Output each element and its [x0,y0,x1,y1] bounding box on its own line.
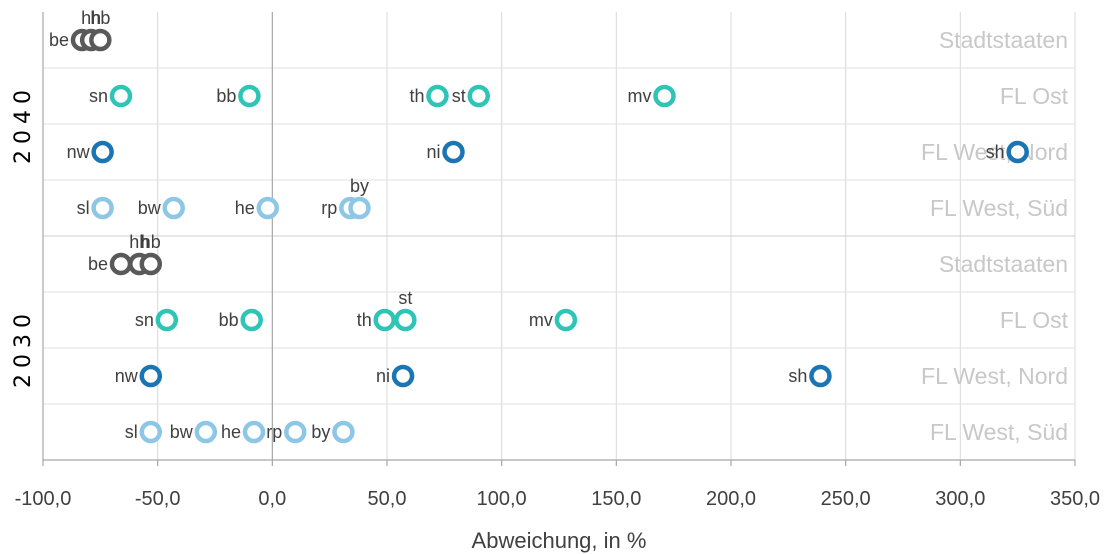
data-label: bw [170,422,194,442]
grid [43,12,1076,460]
data-label: rp [266,422,282,442]
data-point [554,308,578,332]
data-label: st [398,288,412,308]
data-point [284,420,307,444]
year-label: 2030 [11,308,36,388]
data-label: hb [141,232,161,252]
data-point [91,140,114,164]
category-label: Stadtstaaten [939,27,1068,53]
data-label: mv [627,86,651,106]
data-label: rp [321,198,337,218]
x-tick-label: 200,0 [706,488,756,510]
x-tick-label: 0,0 [258,488,286,510]
x-tick-label: 350,0 [1050,488,1100,510]
data-point [442,140,465,164]
category-labels: Stadtstaaten FL Ost FL West, Nord FL West, … [921,27,1069,445]
x-tick-label: 150,0 [591,488,641,510]
data-label: st [452,86,466,106]
data-point [809,364,832,388]
data-label: he [221,422,241,442]
data-label: sl [77,198,90,218]
data-point [89,28,112,52]
category-label: FL Ost [1000,307,1069,333]
data-label: be [88,254,108,274]
category-label: FL West, Süd [930,195,1068,221]
x-tick-labels: -100,0 -50,0 0,0 50,0 100,0 150,0 200,0 250,0 30… [15,488,1100,510]
data-point [238,84,261,108]
data-label: bb [219,310,239,330]
data-point [467,84,490,108]
data-label: by [311,422,330,442]
data-label: nw [67,142,91,162]
data-point [394,308,417,332]
data-label: hb [90,8,110,28]
data-label: mv [529,310,553,330]
data-point [426,84,449,108]
data-label: th [409,86,424,106]
data-point [373,308,396,332]
data-point [109,84,133,108]
data-point [139,364,163,388]
category-label: FL West, Süd [930,419,1068,445]
x-tick-label: 50,0 [368,488,407,510]
data-label: sh [986,142,1005,162]
data-label: hh [129,232,149,252]
data-point [256,196,279,220]
data-label: bw [138,198,162,218]
category-label: FL West, Nord [921,139,1068,165]
x-tick-label: 300,0 [935,488,985,510]
data-point [332,420,355,444]
data-point [139,252,163,276]
x-axis-label: Abweichung, in % [472,528,647,553]
data-label: bb [216,86,236,106]
data-point [240,308,263,332]
x-tick-label: -50,0 [135,488,181,510]
year-labels: 2040 2030 [11,84,36,388]
data-point [391,364,415,388]
data-label: hh [81,8,101,28]
data-point [242,420,266,444]
data-point [653,84,676,108]
year-label: 2040 [11,84,36,164]
data-label: ni [376,366,390,386]
data-label: nw [115,366,139,386]
x-tick-label: -100,0 [15,488,72,510]
x-tick-label: 100,0 [477,488,527,510]
data-label: sh [788,366,807,386]
data-label: be [49,30,69,50]
data-point [348,196,371,220]
x-tick-label: 250,0 [821,488,871,510]
axes [42,12,1076,466]
data-label: sl [125,422,138,442]
data-point [139,420,163,444]
data-label: th [357,310,372,330]
data-label: sn [89,86,108,106]
data-point [1006,140,1029,164]
data-label: he [235,198,255,218]
category-label: Stadtstaaten [939,251,1068,277]
data-point [91,196,114,220]
data-label: by [350,176,369,196]
data-point [162,196,185,220]
category-label: FL West, Nord [921,363,1068,389]
data-point [109,252,133,276]
category-label: FL Ost [1000,83,1069,109]
data-point [194,420,218,444]
data-label: ni [426,142,440,162]
data-label: sn [135,310,154,330]
data-point [155,308,179,332]
